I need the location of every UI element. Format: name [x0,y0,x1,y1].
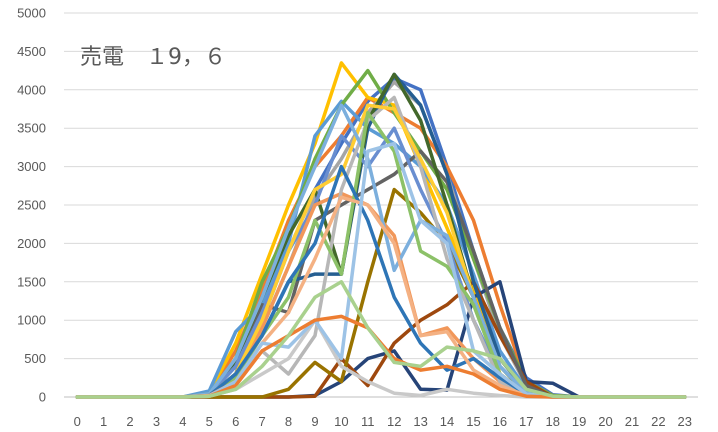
x-tick-label: 19 [572,414,586,429]
x-tick-label: 5 [206,414,213,429]
x-tick-label: 0 [74,414,81,429]
x-tick-label: 3 [153,414,160,429]
series-line-9 [75,149,687,399]
x-tick-label: 16 [493,414,507,429]
series-line-23 [75,314,687,399]
series-lines [75,61,687,399]
series-line-2 [75,95,687,399]
y-tick-label: 4000 [17,82,46,97]
x-tick-label: 17 [519,414,533,429]
x-tick-label: 22 [651,414,665,429]
x-tick-label: 13 [413,414,427,429]
y-axis-tick-labels: 0 500 1000 1500 2000 2500 3000 3500 4000 4500 5000 [17,6,46,405]
x-tick-label: 10 [334,414,348,429]
x-tick-label: 6 [232,414,239,429]
x-tick-label: 15 [466,414,480,429]
x-tick-label: 20 [598,414,612,429]
x-tick-label: 11 [361,414,375,429]
series-line-24 [75,280,687,399]
gridlines [64,12,698,398]
y-tick-label: 2500 [17,198,46,213]
y-tick-label: 1000 [17,313,46,328]
x-tick-label: 7 [259,414,266,429]
series-line-15 [75,95,687,399]
x-tick-label: 2 [126,414,133,429]
x-axis-tick-labels: 0 1 2 3 4 5 6 7 8 9 10 11 12 13 14 15 16 17 18 19 20 21 22 23 [74,414,692,429]
x-tick-label: 21 [625,414,639,429]
y-tick-label: 1500 [17,274,46,289]
x-tick-label: 12 [387,414,401,429]
x-tick-label: 14 [440,414,454,429]
y-tick-label: 3000 [17,159,46,174]
y-tick-label: 2000 [17,236,46,251]
x-tick-label: 23 [678,414,692,429]
series-line-8 [75,280,687,399]
y-tick-label: 3500 [17,121,46,136]
y-tick-label: 4500 [17,44,46,59]
y-tick-label: 500 [24,351,46,366]
y-tick-label: 0 [39,390,46,405]
y-tick-label: 5000 [17,6,46,21]
chart-title: 売電 １9，６ [80,45,226,70]
x-tick-label: 9 [311,414,318,429]
x-tick-label: 8 [285,414,292,429]
x-tick-label: 1 [100,414,107,429]
x-tick-label: 18 [545,414,559,429]
series-line-7 [75,280,687,399]
x-tick-label: 4 [179,414,186,429]
